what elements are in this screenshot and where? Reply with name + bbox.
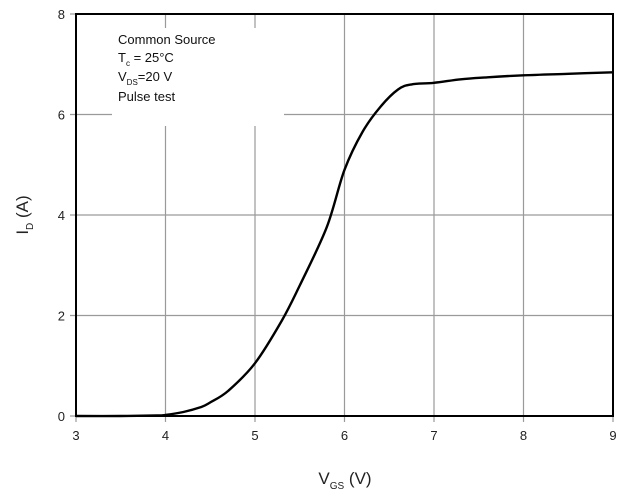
plot-frame [75,13,614,417]
x-tick-label: 7 [430,428,437,443]
annotation-background [112,28,284,126]
annotation-line-4: Pulse test [118,89,175,104]
annotation-line-2: Tc = 25°C [118,50,174,68]
y-tick-label: 8 [58,7,65,22]
annotation-line-3: VDS=20 V [118,69,172,87]
x-tick-label: 4 [162,428,169,443]
x-tick-label: 6 [341,428,348,443]
y-tick-label: 6 [58,108,65,123]
x-tick-label: 3 [72,428,79,443]
tick-labels: 3 4 5 6 7 8 9 0 2 4 6 8 [58,7,617,443]
annotation-box: Common Source Tc = 25°C VDS=20 V Pulse t… [118,32,216,104]
y-tick-label: 4 [58,208,65,223]
y-axis-title: ID (A) [13,195,36,234]
annotation-line-1: Common Source [118,32,216,47]
x-tick-label: 9 [609,428,616,443]
x-tick-label: 5 [251,428,258,443]
x-axis-title: VGS (V) [318,469,371,492]
series-line-id-vgs [75,71,614,418]
y-tick-label: 0 [58,409,65,424]
y-tick-label: 2 [58,309,65,324]
x-tick-label: 8 [520,428,527,443]
